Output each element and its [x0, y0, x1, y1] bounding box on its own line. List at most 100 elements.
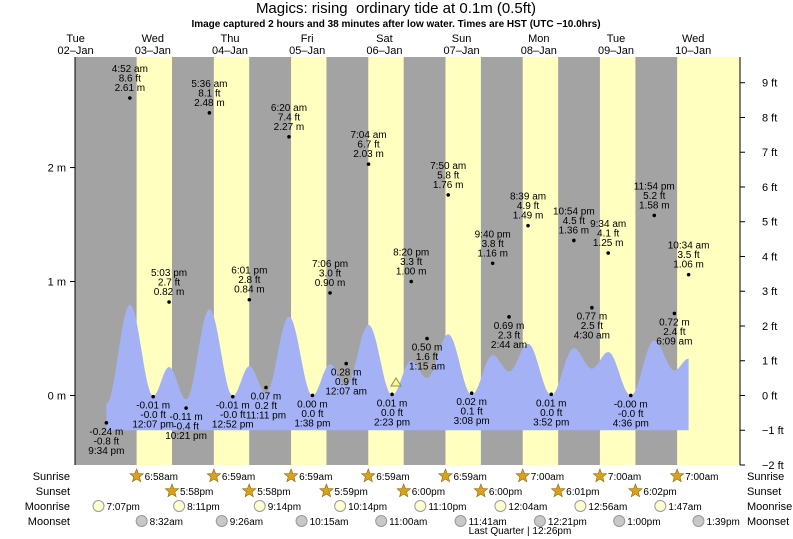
tide-label: 6:09 am [656, 336, 692, 347]
tide-point [247, 297, 252, 302]
y-tick-label: 1 m [48, 277, 66, 289]
event-time: 8:11pm [187, 502, 220, 513]
event-time: 6:59am [453, 472, 486, 483]
day-name: Wed [142, 33, 164, 45]
tide-label: 1.00 m [396, 267, 427, 278]
y2-tick-label: 3 ft [762, 286, 777, 298]
event-time: 9:26am [230, 517, 263, 528]
tide-label: -0.8 ft [94, 436, 120, 447]
moon-icon [92, 500, 105, 512]
y-tick-label: 2 m [48, 163, 66, 175]
row-label: Moonset [747, 516, 789, 528]
tide-label: 0.28 m [331, 368, 362, 379]
tide-label: 4.1 ft [597, 229, 619, 240]
tide-label: 0.1 ft [461, 407, 483, 418]
tide-point [104, 421, 109, 425]
event-time: 5:58pm [180, 487, 213, 498]
moon-icon [173, 500, 186, 512]
tide-point [490, 261, 495, 266]
day-date: 04–Jan [212, 45, 248, 57]
tide-point [167, 300, 171, 304]
tide-label: 2.5 ft [581, 321, 603, 332]
moon-phase: Last Quarter | 12:26pm [469, 526, 572, 537]
event-time: 6:59am [376, 472, 409, 483]
tide-point [287, 134, 291, 139]
moon-icon [375, 515, 388, 527]
tide-label: 2.7 ft [158, 278, 180, 289]
tide-label: 3:52 pm [533, 417, 569, 428]
tide-label: 2.8 ft [238, 275, 260, 286]
event-time: 6:01pm [566, 487, 599, 498]
day-name: Fri [301, 33, 314, 45]
tide-label: 8.6 ft [119, 74, 141, 85]
chart-title: Magics: rising ordinary tide at 0.1m (0.… [256, 0, 536, 17]
tide-point [230, 394, 235, 399]
row-label: Moonrise [25, 501, 70, 513]
row-label: Sunrise [33, 471, 70, 483]
tide-label: 3.8 ft [482, 239, 504, 250]
tide-label: 2.61 m [115, 83, 146, 94]
tide-label: 11:11 pm [246, 411, 286, 422]
tide-label: 1.25 m [593, 238, 624, 249]
tide-point [549, 392, 554, 397]
tide-point [526, 223, 530, 228]
sun-icon [318, 483, 334, 498]
event-time: 7:00am [608, 472, 641, 483]
moon-icon [295, 515, 308, 527]
sun-icon [206, 468, 222, 483]
y2-tick-label: 5 ft [762, 217, 777, 229]
y-tick-label: 0 m [48, 390, 66, 402]
tide-label: 4:30 am [574, 331, 610, 342]
tide-label: 1.76 m [433, 180, 464, 191]
tide-label: 0.9 ft [335, 377, 357, 388]
tide-label: 1:15 am [409, 361, 445, 372]
tide-label: 10:21 pm [165, 431, 207, 442]
event-time: 6:00pm [489, 487, 522, 498]
tide-label: 0.0 ft [301, 409, 323, 420]
day-name: Thu [221, 33, 240, 45]
tide-label: 1.36 m [559, 225, 590, 236]
event-time: 8:32am [150, 517, 183, 528]
event-time: 9:14pm [268, 502, 301, 513]
sun-icon [550, 483, 566, 498]
day-date: 08–Jan [521, 45, 557, 57]
tide-label: 2.27 m [274, 122, 305, 133]
tide-label: 2.4 ft [663, 327, 685, 338]
y2-tick-label: 2 ft [762, 321, 777, 333]
sun-icon [164, 483, 180, 498]
y2-tick-label: 4 ft [762, 251, 777, 263]
tide-label: 2:23 pm [374, 417, 410, 428]
day-name: Mon [528, 33, 549, 45]
day-date: 10–Jan [675, 45, 711, 57]
event-time: 7:00am [685, 472, 718, 483]
tide-label: 0.72 m [659, 317, 690, 328]
tide-label: 4.5 ft [563, 216, 585, 227]
moon-icon [135, 515, 148, 527]
tide-label: 10:34 am [668, 241, 710, 252]
tide-label: 2.3 ft [498, 330, 520, 341]
y2-tick-label: 0 ft [762, 390, 777, 402]
row-label: Sunset [36, 486, 70, 498]
y2-tick-label: −2 ft [762, 460, 784, 472]
moon-icon [215, 515, 228, 527]
tide-label: 3:08 pm [454, 416, 490, 427]
tide-point [686, 272, 691, 277]
row-label: Sunrise [747, 471, 784, 483]
tide-label: 0.77 m [577, 312, 608, 323]
tide-point [409, 279, 414, 284]
tide-label: 1.06 m [673, 260, 704, 271]
moon-icon [454, 515, 467, 527]
tide-label: 1:38 pm [294, 418, 330, 429]
tide-label: 11:54 pm [634, 181, 675, 192]
tide-point [425, 336, 429, 341]
tide-point [606, 251, 610, 255]
y2-tick-label: 7 ft [762, 147, 777, 159]
tide-label: 0.01 m [377, 398, 408, 409]
sun-icon [669, 468, 685, 483]
row-label: Moonrise [747, 501, 792, 513]
tide-point [328, 291, 332, 295]
event-time: 12:21pm [548, 517, 587, 528]
tide-point [207, 111, 212, 115]
moon-icon [494, 500, 507, 512]
tide-label: 9:34 am [590, 219, 626, 230]
